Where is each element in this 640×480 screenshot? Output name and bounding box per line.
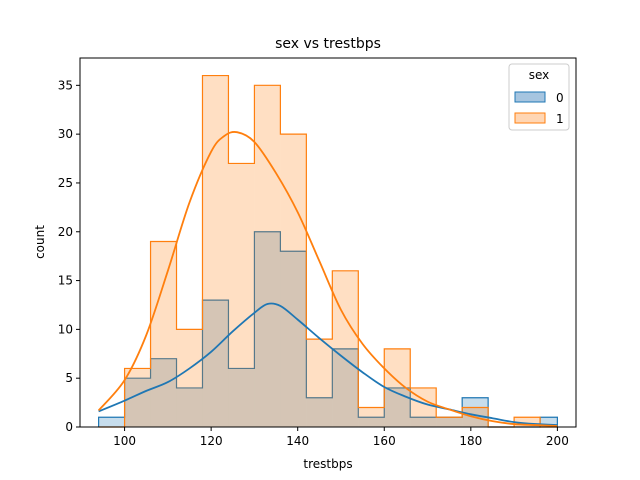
legend-title: sex bbox=[529, 68, 550, 82]
bar-series-1-bin-7 bbox=[280, 134, 307, 427]
y-tick-label-5: 5 bbox=[65, 371, 73, 385]
bar-series-0-bin-13 bbox=[436, 417, 463, 427]
y-tick-label-20: 20 bbox=[58, 225, 73, 239]
bar-series-0-bin-8 bbox=[306, 397, 333, 427]
bar-series-1-bin-3 bbox=[176, 329, 203, 427]
chart-title: sex vs trestbps bbox=[275, 36, 381, 52]
series-0-bars bbox=[98, 231, 558, 428]
bar-series-0-bin-11 bbox=[384, 387, 411, 427]
bar-series-0-bin-0 bbox=[98, 417, 125, 427]
y-tick-label-30: 30 bbox=[58, 127, 73, 141]
y-tick-label-35: 35 bbox=[58, 78, 73, 92]
bar-series-0-bin-1 bbox=[124, 378, 151, 427]
x-tick-label-100: 100 bbox=[113, 434, 136, 448]
legend-label-0: 0 bbox=[556, 91, 564, 105]
x-tick-label-120: 120 bbox=[200, 434, 223, 448]
series-0-outline bbox=[98, 231, 558, 428]
bar-series-0-bin-14 bbox=[462, 397, 489, 427]
kde-line-series-0 bbox=[98, 302, 558, 426]
y-tick-label-25: 25 bbox=[58, 176, 73, 190]
bar-series-1-bin-5 bbox=[228, 163, 255, 427]
series-1-outline bbox=[98, 74, 558, 428]
bar-series-0-bin-17 bbox=[540, 417, 558, 427]
bar-series-1-bin-6 bbox=[254, 85, 281, 427]
kde-curves bbox=[97, 131, 558, 427]
x-axis: 100 120 140 160 180 200 bbox=[113, 427, 569, 448]
bar-series-1-bin-2 bbox=[150, 241, 177, 427]
histogram-bars bbox=[98, 74, 558, 428]
y-tick-label-10: 10 bbox=[58, 322, 73, 336]
x-tick-label-180: 180 bbox=[459, 434, 482, 448]
bar-series-1-bin-4 bbox=[202, 75, 229, 428]
bar-series-0-bin-3 bbox=[176, 387, 203, 427]
x-axis-label: trestbps bbox=[303, 457, 352, 471]
bar-series-1-bin-9 bbox=[332, 270, 359, 427]
bar-series-0-bin-10 bbox=[358, 417, 385, 427]
x-tick-label-140: 140 bbox=[286, 434, 309, 448]
y-axis: 0 5 10 15 20 25 30 35 bbox=[58, 78, 80, 434]
legend: sex 0 1 bbox=[508, 63, 570, 131]
kde-line-series-1 bbox=[97, 131, 558, 427]
bar-series-0-bin-4 bbox=[202, 300, 229, 427]
y-axis-label: count bbox=[33, 225, 47, 259]
bar-series-0-bin-9 bbox=[332, 348, 359, 427]
legend-swatch-1 bbox=[514, 112, 546, 124]
legend-label-1: 1 bbox=[556, 112, 564, 126]
bar-series-0-bin-7 bbox=[280, 251, 307, 427]
x-tick-label-160: 160 bbox=[373, 434, 396, 448]
bar-series-1-bin-16 bbox=[514, 417, 541, 427]
plot-frame bbox=[79, 57, 577, 428]
y-tick-label-15: 15 bbox=[58, 274, 73, 288]
series-1-bars bbox=[98, 74, 558, 428]
bar-series-1-bin-10 bbox=[358, 407, 385, 427]
bar-series-0-bin-5 bbox=[228, 368, 255, 427]
bar-series-0-bin-6 bbox=[254, 231, 281, 427]
x-tick-label-200: 200 bbox=[546, 434, 569, 448]
bar-series-1-bin-8 bbox=[306, 339, 333, 427]
y-tick-label-0: 0 bbox=[65, 420, 73, 434]
bar-series-1-bin-13 bbox=[436, 417, 463, 427]
bar-series-0-bin-2 bbox=[150, 358, 177, 427]
bar-series-1-bin-1 bbox=[124, 368, 151, 427]
bar-series-0-bin-12 bbox=[410, 417, 437, 427]
legend-swatch-0 bbox=[514, 91, 546, 103]
